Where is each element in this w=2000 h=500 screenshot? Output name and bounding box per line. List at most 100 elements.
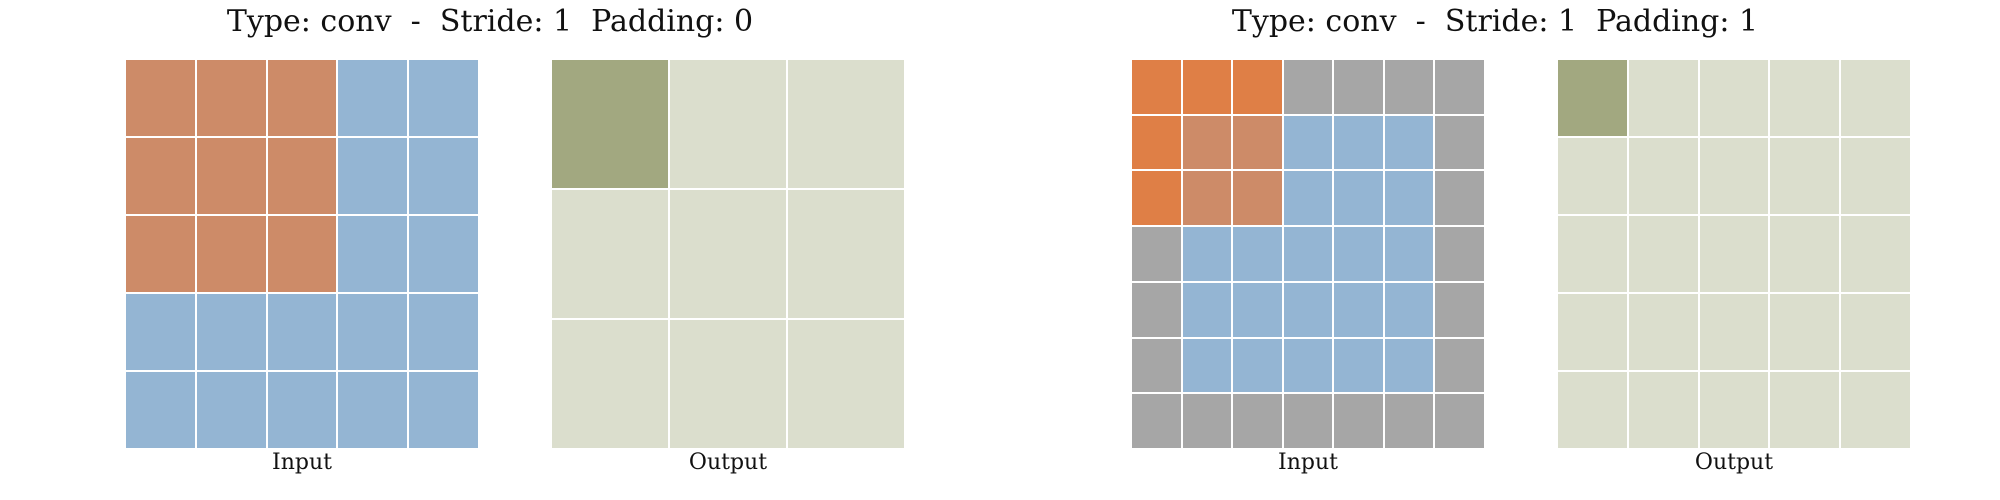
output-cell-active	[1558, 60, 1627, 136]
kernel-cell	[126, 138, 195, 214]
padding-cell	[1132, 282, 1181, 337]
output-cell	[788, 320, 904, 448]
input-cell	[1384, 338, 1434, 393]
output-cell	[1841, 216, 1910, 292]
input-cell	[267, 372, 337, 448]
input-cell	[409, 294, 478, 370]
input-cell	[1283, 227, 1333, 281]
kernel-cell	[1233, 171, 1282, 226]
panel-1-output-label: Output	[688, 450, 768, 475]
output-cell	[552, 320, 668, 448]
padding-cell-in-kernel	[1233, 60, 1282, 114]
padding-cell	[1132, 394, 1181, 448]
output-cell	[1558, 138, 1627, 214]
output-cell	[1770, 138, 1840, 214]
output-cell	[552, 190, 668, 318]
output-cell	[670, 320, 786, 448]
input-cell	[1384, 227, 1434, 281]
input-cell	[1384, 115, 1434, 170]
input-cell	[409, 138, 478, 214]
input-cell	[409, 60, 478, 136]
input-cell	[409, 372, 478, 448]
output-cell-active	[552, 60, 668, 188]
padding-cell	[1435, 171, 1484, 226]
input-cell	[1233, 282, 1282, 337]
input-cell	[196, 372, 266, 448]
output-cell	[1699, 294, 1769, 370]
output-cell	[1558, 216, 1627, 292]
output-cell	[1841, 294, 1910, 370]
kernel-cell	[126, 60, 195, 136]
input-cell	[338, 216, 408, 292]
output-cell	[1770, 216, 1840, 292]
output-cell	[1770, 60, 1840, 136]
input-cell	[1233, 338, 1282, 393]
output-cell	[1628, 294, 1698, 370]
kernel-cell	[196, 138, 266, 214]
padding-cell	[1435, 394, 1484, 448]
input-cell	[1182, 227, 1232, 281]
padding-cell	[1384, 394, 1434, 448]
output-cell	[788, 190, 904, 318]
padding-cell	[1435, 338, 1484, 393]
kernel-cell	[267, 138, 337, 214]
output-cell	[788, 60, 904, 188]
input-cell	[1233, 227, 1282, 281]
input-cell	[1384, 171, 1434, 226]
panel-1-input-label: Input	[272, 450, 332, 475]
panel-1-output-grid	[552, 60, 904, 448]
output-cell	[1628, 372, 1698, 448]
output-cell	[1841, 60, 1910, 136]
output-cell	[1699, 216, 1769, 292]
input-cell	[1334, 115, 1383, 170]
input-cell	[1334, 282, 1383, 337]
output-cell	[1699, 60, 1769, 136]
output-cell	[1841, 138, 1910, 214]
output-cell	[1628, 138, 1698, 214]
padding-cell	[1435, 115, 1484, 170]
padding-cell	[1435, 227, 1484, 281]
kernel-cell	[196, 60, 266, 136]
input-cell	[1182, 338, 1232, 393]
padding-cell	[1384, 60, 1434, 114]
input-cell	[1283, 115, 1333, 170]
input-cell	[1283, 282, 1333, 337]
padding-cell	[1132, 338, 1181, 393]
output-cell	[1699, 372, 1769, 448]
kernel-cell	[267, 216, 337, 292]
input-cell	[1384, 282, 1434, 337]
padding-cell-in-kernel	[1132, 60, 1181, 114]
output-cell	[670, 60, 786, 188]
output-cell	[1770, 294, 1840, 370]
input-cell	[338, 372, 408, 448]
padding-cell-in-kernel	[1132, 115, 1181, 170]
input-cell	[126, 372, 195, 448]
panel-2-output-grid	[1558, 60, 1910, 448]
padding-cell	[1182, 394, 1232, 448]
panel-1-input-grid	[126, 60, 478, 448]
kernel-cell	[1233, 115, 1282, 170]
input-cell	[1182, 282, 1232, 337]
kernel-cell	[1182, 171, 1232, 226]
kernel-cell	[126, 216, 195, 292]
input-cell	[267, 294, 337, 370]
output-cell	[1841, 372, 1910, 448]
kernel-cell	[1182, 115, 1232, 170]
output-cell	[1699, 138, 1769, 214]
output-cell	[1770, 372, 1840, 448]
padding-cell	[1334, 394, 1383, 448]
output-cell	[1558, 372, 1627, 448]
input-cell	[1334, 171, 1383, 226]
panel-2-input-grid	[1132, 60, 1484, 448]
input-cell	[1334, 227, 1383, 281]
input-cell	[338, 138, 408, 214]
input-cell	[196, 294, 266, 370]
padding-cell-in-kernel	[1132, 171, 1181, 226]
input-cell	[338, 60, 408, 136]
padding-cell	[1435, 282, 1484, 337]
padding-cell	[1334, 60, 1383, 114]
padding-cell	[1435, 60, 1484, 114]
kernel-cell	[267, 60, 337, 136]
padding-cell	[1283, 394, 1333, 448]
